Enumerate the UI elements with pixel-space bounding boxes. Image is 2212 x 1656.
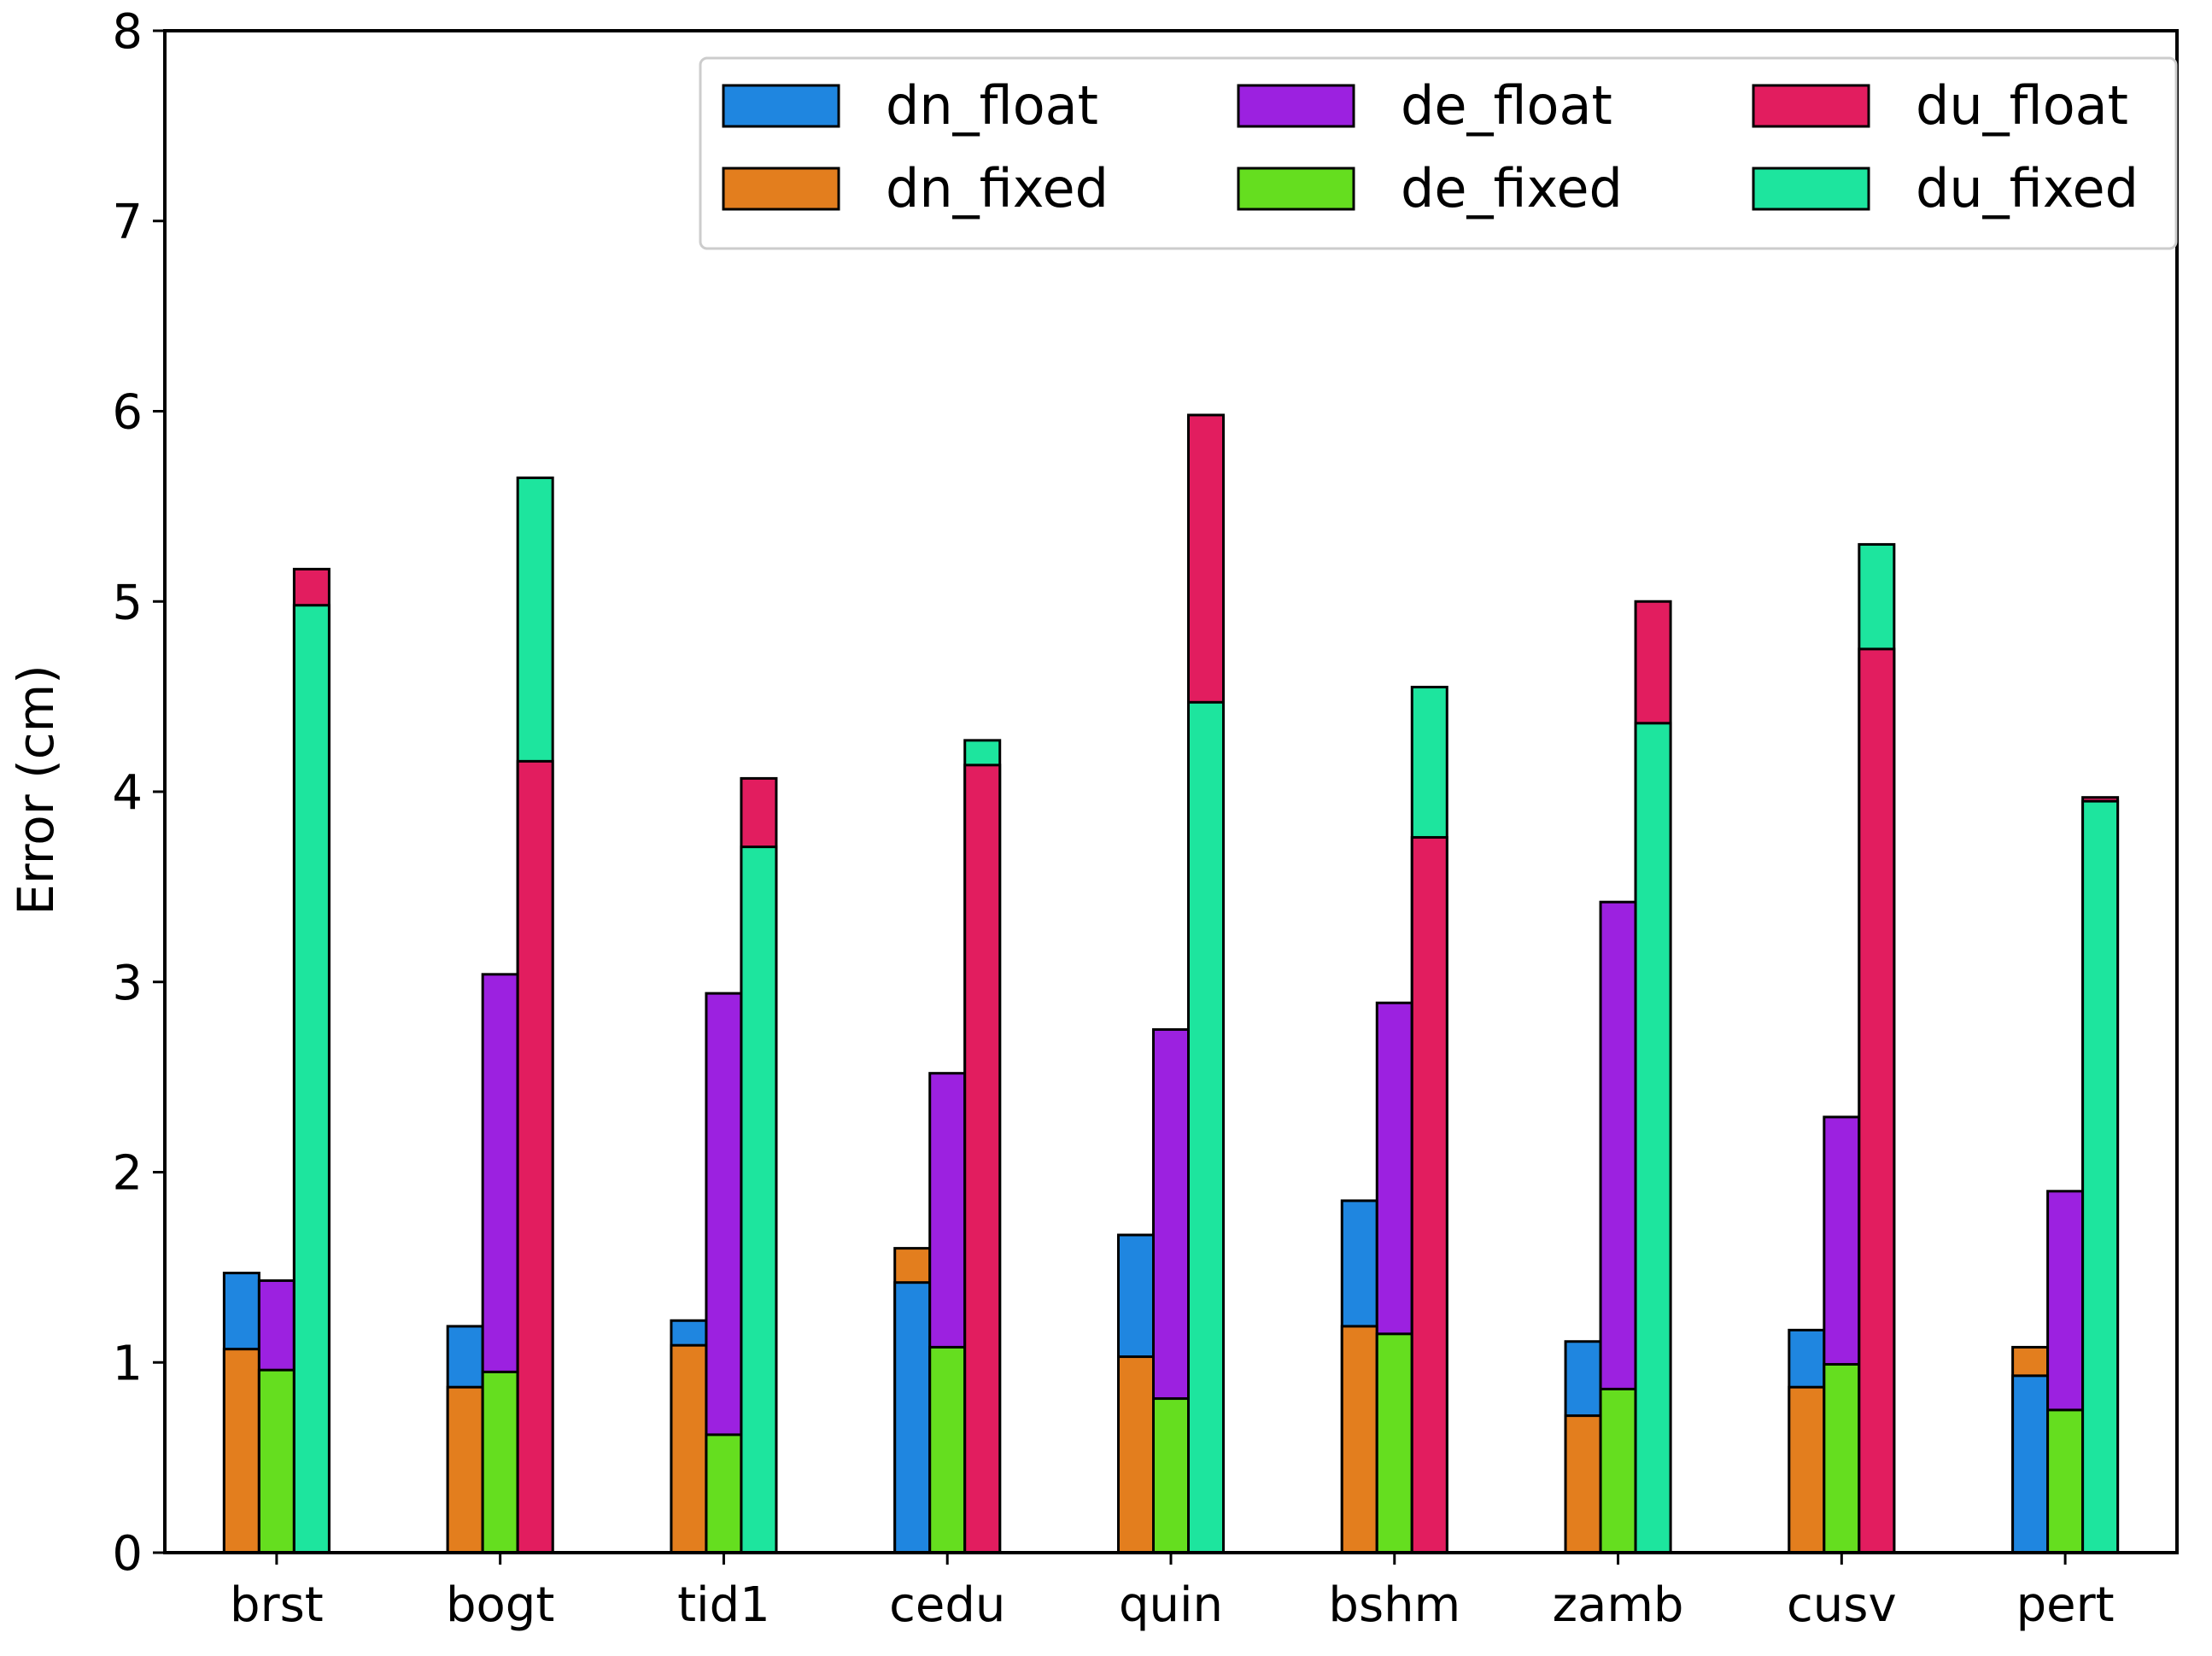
bar-de_fixed-bshm bbox=[1375, 1332, 1413, 1554]
x-tick-label-bshm: bshm bbox=[1328, 1577, 1460, 1633]
legend-swatch-de_fixed bbox=[1237, 167, 1355, 211]
y-tick-label: 3 bbox=[112, 956, 143, 1011]
x-tick-label-zamb: zamb bbox=[1553, 1577, 1684, 1633]
legend-swatch-dn_fixed bbox=[722, 167, 840, 211]
bar-dn_float-cedu bbox=[893, 1281, 932, 1554]
bar-du_fixed-quin bbox=[1187, 700, 1225, 1554]
legend-swatch-du_fixed bbox=[1752, 167, 1870, 211]
y-tick-label: 4 bbox=[112, 765, 143, 821]
bar-de_fixed-quin bbox=[1152, 1397, 1190, 1554]
bar-du_float-bogt bbox=[516, 759, 554, 1554]
bar-dn_fixed-tid1 bbox=[670, 1343, 708, 1554]
bar-dn_fixed-zamb bbox=[1564, 1414, 1602, 1554]
legend-swatch-du_float bbox=[1752, 84, 1870, 128]
bar-de_fixed-brst bbox=[257, 1368, 296, 1554]
bar-de_fixed-zamb bbox=[1599, 1387, 1637, 1554]
legend-label-dn_float: dn_float bbox=[886, 74, 1098, 137]
x-tick-label-cusv: cusv bbox=[1787, 1577, 1897, 1633]
y-axis-title: Error (cm) bbox=[7, 664, 65, 915]
bar-du_fixed-tid1 bbox=[740, 846, 778, 1554]
bar-dn_fixed-cusv bbox=[1788, 1385, 1826, 1554]
legend-label-de_fixed: de_fixed bbox=[1401, 157, 1623, 219]
x-tick-label-cedu: cedu bbox=[889, 1577, 1005, 1633]
y-tick-label: 2 bbox=[112, 1146, 143, 1202]
bar-dn_float-pert bbox=[2011, 1374, 2050, 1554]
bar-de_fixed-cusv bbox=[1823, 1362, 1861, 1554]
x-tick-label-brst: brst bbox=[230, 1577, 324, 1633]
bar-de_fixed-cedu bbox=[928, 1345, 967, 1554]
bar-du_fixed-pert bbox=[2081, 799, 2120, 1554]
y-tick-label: 1 bbox=[112, 1336, 143, 1391]
bar-du_fixed-zamb bbox=[1634, 722, 1672, 1554]
bar-dn_fixed-bogt bbox=[446, 1385, 484, 1554]
x-axis-ticks: brst bogt tid1 cedu quin bshm zamb cusv pert bbox=[230, 1553, 2115, 1633]
bar-dn_fixed-quin bbox=[1117, 1355, 1155, 1554]
bar-du_fixed-brst bbox=[292, 604, 331, 1554]
legend-swatch-dn_float bbox=[722, 84, 840, 128]
y-axis-ticks: 0 1 2 3 4 5 6 7 8 bbox=[112, 4, 165, 1582]
y-tick-label: 7 bbox=[112, 195, 143, 250]
y-tick-label: 0 bbox=[112, 1526, 143, 1582]
bar-de_fixed-tid1 bbox=[705, 1433, 743, 1554]
legend-label-du_fixed: du_fixed bbox=[1916, 157, 2139, 219]
bar-dn_fixed-brst bbox=[222, 1348, 260, 1554]
bar-dn_fixed-bshm bbox=[1340, 1325, 1378, 1554]
legend-swatch-de_float bbox=[1237, 84, 1355, 128]
legend: dn_float dn_fixed de_float de_fixed du_float… bbox=[699, 56, 2178, 250]
x-tick-label-tid1: tid1 bbox=[677, 1577, 770, 1633]
legend-label-du_float: du_float bbox=[1916, 74, 2128, 137]
legend-label-de_float: de_float bbox=[1401, 74, 1612, 137]
y-tick-label: 8 bbox=[112, 4, 143, 60]
bar-du_float-cedu bbox=[963, 764, 1002, 1554]
x-tick-label-bogt: bogt bbox=[446, 1577, 554, 1633]
y-tick-label: 6 bbox=[112, 385, 143, 441]
legend-label-dn_fixed: dn_fixed bbox=[886, 157, 1109, 219]
x-tick-label-pert: pert bbox=[2016, 1577, 2115, 1633]
y-tick-label: 5 bbox=[112, 575, 143, 630]
x-tick-label-quin: quin bbox=[1119, 1577, 1223, 1633]
bar-de_fixed-pert bbox=[2046, 1408, 2085, 1554]
bar-du_float-bshm bbox=[1410, 835, 1448, 1554]
bars-layer bbox=[222, 413, 2120, 1554]
bar-de_fixed-bogt bbox=[481, 1370, 519, 1554]
bar-du_float-cusv bbox=[1858, 647, 1896, 1554]
